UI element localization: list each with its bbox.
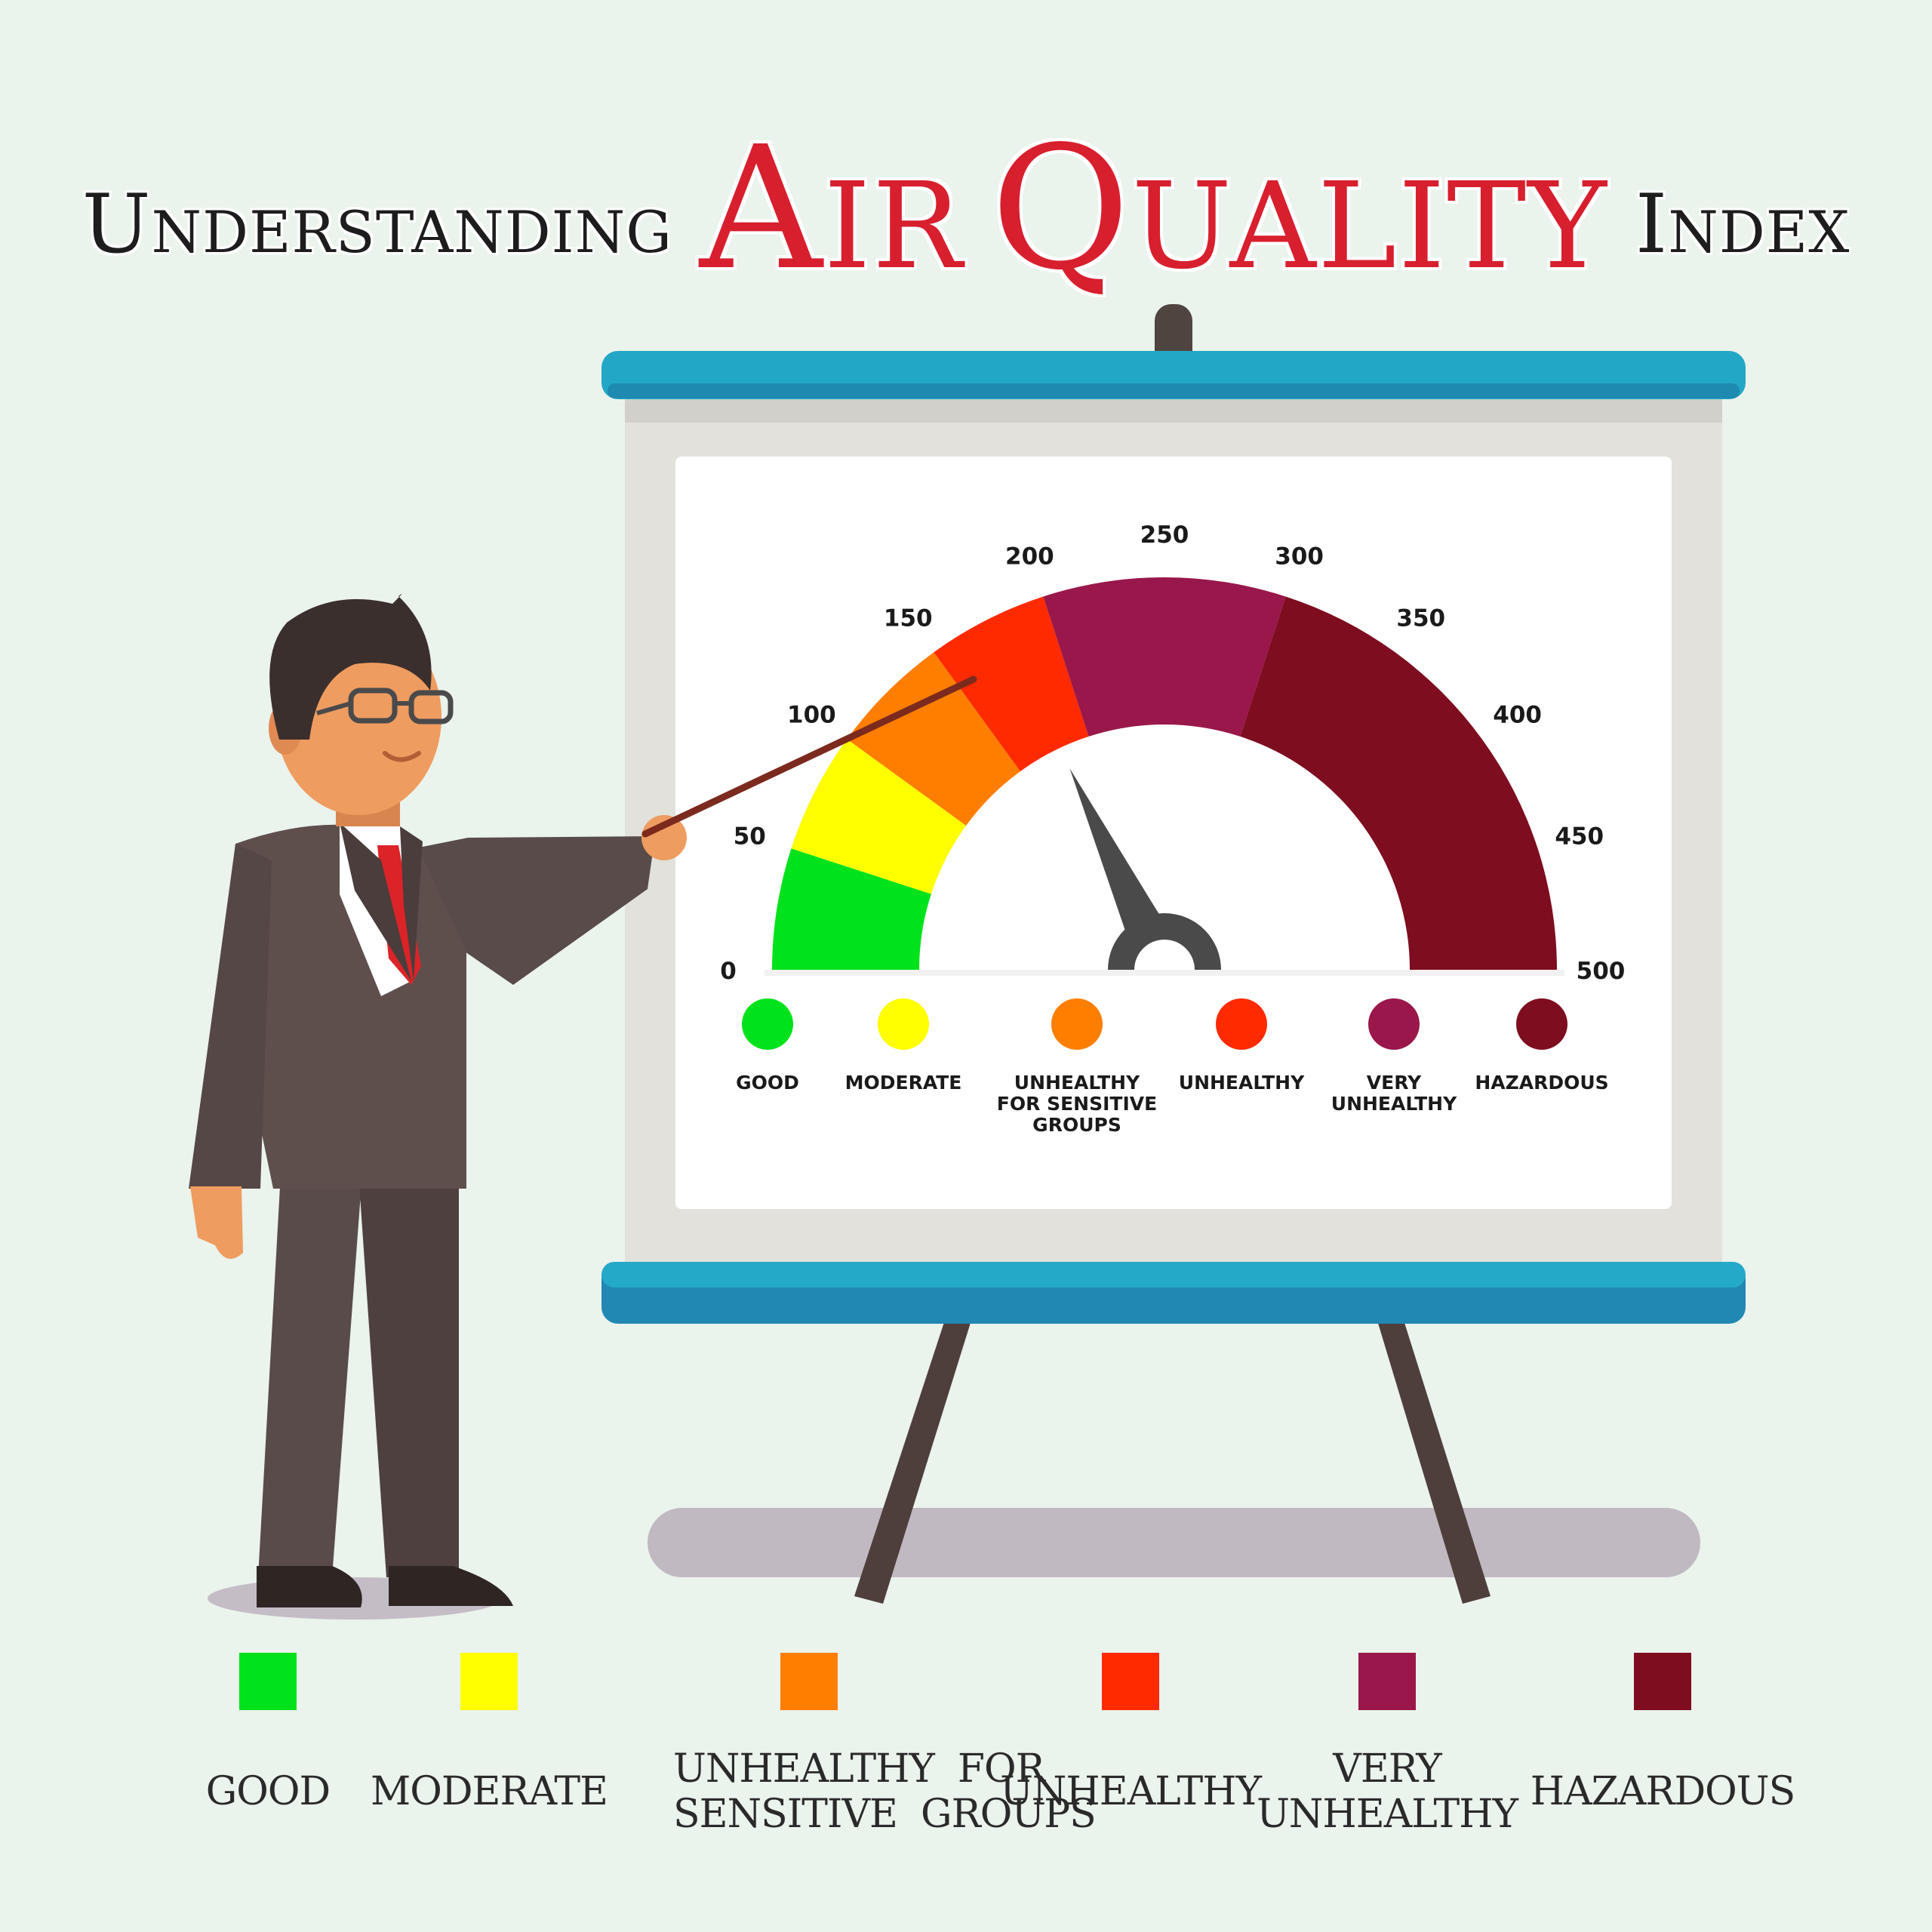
gauge-legend-dot: [1368, 998, 1420, 1050]
key-item: VERY UNHEALTHY: [1251, 1653, 1523, 1837]
gauge-legend-label: VERY: [1367, 1072, 1422, 1094]
key-swatch: [780, 1653, 838, 1710]
title-index: Index: [1635, 177, 1850, 272]
gauge-tick-label: 350: [1396, 605, 1445, 632]
key-label-line: UNHEALTHY: [1257, 1792, 1518, 1837]
page-title: Understanding Air Quality Index: [0, 83, 1932, 309]
board-top-bar-shade: [608, 383, 1740, 398]
gauge-legend-label: FOR SENSITIVE: [997, 1093, 1157, 1115]
key-swatch: [1102, 1653, 1159, 1710]
gauge-tick-label: 150: [884, 605, 933, 632]
key-item: UNHEALTHY FOR SENSITIVE GROUPS: [673, 1653, 1097, 1837]
pointer-stick: [641, 675, 977, 838]
gauge-legend-dot: [1516, 998, 1567, 1050]
gauge-legend-label: MODERATE: [845, 1072, 962, 1094]
gauge-legend-label: HAZARDOUS: [1475, 1072, 1608, 1094]
gauge-tick-label: 100: [787, 701, 836, 728]
key-item: MODERATE: [353, 1653, 625, 1814]
title-quality: Quality: [990, 110, 1608, 308]
key-label-line: VERY: [1333, 1746, 1441, 1792]
easel-leg-left: [854, 1313, 974, 1604]
gauge-legend-label: UNHEALTHY: [1014, 1072, 1140, 1094]
aqi-gauge: 0 50 100 150 200 250 300 350 400 450 500: [720, 521, 1625, 985]
gauge-tick-label: 250: [1140, 521, 1189, 549]
key-label-line: SENSITIVE GROUPS: [673, 1792, 1097, 1837]
gauge-band-1: [791, 739, 967, 894]
gauge-needle-hub: [1108, 913, 1221, 970]
board-bottom-bar-light: [601, 1262, 1746, 1287]
key-swatch: [1634, 1653, 1691, 1710]
key-label: HAZARDOUS: [1527, 1769, 1798, 1814]
key-label-line: GOOD: [205, 1769, 331, 1814]
gauge-legend-dot: [1051, 998, 1103, 1050]
gauge-legend-label: UNHEALTHY: [1179, 1072, 1305, 1094]
gauge-band-3: [934, 596, 1089, 772]
key-label: UNHEALTHY: [995, 1769, 1266, 1814]
board-shadow: [648, 1508, 1700, 1577]
key-label-line: UNHEALTHY FOR: [673, 1746, 1045, 1792]
gauge-band-0: [772, 848, 931, 970]
gauge-tick-label: 0: [720, 958, 737, 985]
gauge-band-4: [1043, 577, 1286, 737]
key-label: UNHEALTHY FOR SENSITIVE GROUPS: [673, 1746, 1097, 1837]
gauge-tick-label: 200: [1005, 543, 1054, 570]
key-label-line: UNHEALTHY: [1000, 1769, 1262, 1814]
key-label: GOOD: [132, 1769, 404, 1814]
key-item: GOOD: [132, 1653, 404, 1814]
gauge-tick-label: 50: [734, 823, 766, 850]
key-label-line: HAZARDOUS: [1530, 1769, 1796, 1814]
gauge-legend-label: GROUPS: [1032, 1114, 1121, 1136]
gauge-baseline: [764, 970, 1564, 976]
gauge-legend-dot: [878, 998, 929, 1050]
presenter-figure: [189, 593, 977, 1620]
gauge-tick-label: 400: [1493, 701, 1542, 728]
easel-leg-right: [1375, 1313, 1491, 1604]
key-item: HAZARDOUS: [1527, 1653, 1798, 1814]
key-swatch: [1358, 1653, 1416, 1710]
title-air: Air: [699, 110, 964, 308]
key-swatch: [239, 1653, 297, 1710]
key-label: MODERATE: [353, 1769, 625, 1814]
key-label-line: MODERATE: [370, 1769, 608, 1814]
gauge-legend-label: GOOD: [736, 1072, 799, 1094]
gauge-needle: [1069, 768, 1163, 937]
key-swatch: [460, 1653, 518, 1710]
gauge-band-5: [1240, 596, 1557, 970]
gauge-legend-dot: [1216, 998, 1267, 1050]
title-understanding: Understanding: [82, 177, 672, 272]
gauge-band-2: [847, 652, 1020, 826]
key-item: UNHEALTHY: [995, 1653, 1266, 1814]
gauge-legend-dot: [742, 998, 793, 1050]
key-label: VERY UNHEALTHY: [1251, 1746, 1523, 1837]
gauge-legend-label: UNHEALTHY: [1331, 1093, 1457, 1115]
gauge-tick-label: 300: [1275, 543, 1324, 570]
gauge-tick-label: 500: [1577, 958, 1626, 985]
gauge-tick-label: 450: [1555, 823, 1604, 850]
